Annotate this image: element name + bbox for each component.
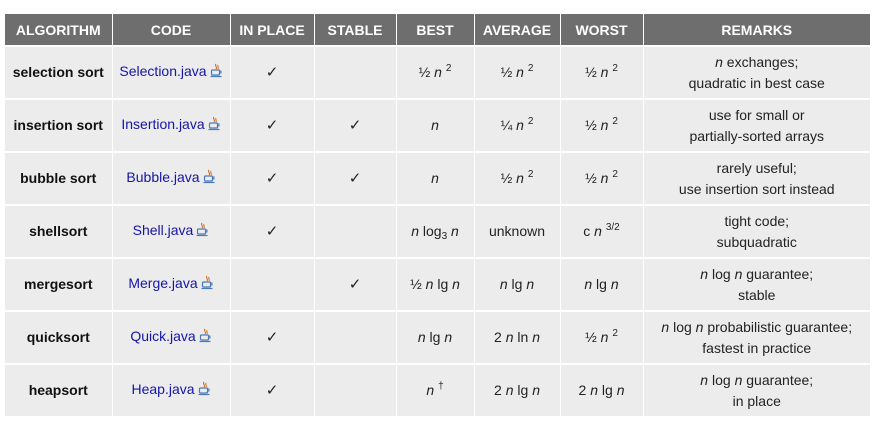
remarks: tight code; subquadratic [643, 204, 870, 258]
table-row: quicksort Quick.java ✓ n lg n 2 n ln n ½… [5, 310, 870, 364]
table-row: shellsort Shell.java ✓ n log3 n unknown … [5, 204, 870, 258]
code-link[interactable]: Insertion.java [112, 98, 231, 152]
average-case: ½ n 2 [474, 151, 561, 205]
best-case: n lg n [396, 310, 475, 364]
stable-check: ✓ [314, 98, 397, 152]
code-link[interactable]: Selection.java [112, 45, 231, 99]
table-row: heapsort Heap.java ✓ n † 2 n lg n 2 n lg… [5, 363, 870, 416]
in-place-check: ✓ [230, 151, 315, 205]
table-row: mergesort Merge.java ✓ ½ n lg n n lg n n… [5, 257, 870, 311]
code-link[interactable]: Shell.java [112, 204, 231, 258]
java-cup-icon [198, 381, 211, 402]
best-case: n † [396, 363, 475, 416]
header-worst: WORST [560, 14, 644, 46]
sorting-algorithms-table: ALGORITHM CODE IN PLACE STABLE BEST AVER… [5, 14, 870, 416]
stable-check: ✓ [314, 257, 397, 311]
stable-check [314, 204, 397, 258]
header-row: ALGORITHM CODE IN PLACE STABLE BEST AVER… [5, 14, 870, 46]
remarks: n log n probabilistic guarantee; fastest … [643, 310, 870, 364]
best-case: n log3 n [396, 204, 475, 258]
header-best: BEST [396, 14, 475, 46]
header-in-place: IN PLACE [230, 14, 315, 46]
worst-case: c n 3/2 [560, 204, 644, 258]
in-place-check: ✓ [230, 363, 315, 416]
remarks: n log n guarantee; stable [643, 257, 870, 311]
java-cup-icon [199, 328, 212, 349]
algorithm-name: quicksort [5, 310, 113, 364]
average-case: n lg n [474, 257, 561, 311]
header-average: AVERAGE [474, 14, 561, 46]
code-link-label[interactable]: Insertion.java [121, 116, 205, 132]
stable-check [314, 363, 397, 416]
code-link[interactable]: Heap.java [112, 363, 231, 416]
code-link[interactable]: Quick.java [112, 310, 231, 364]
average-case: unknown [474, 204, 561, 258]
best-case: ½ n 2 [396, 45, 475, 99]
algorithm-name: selection sort [5, 45, 113, 99]
table-row: selection sort Selection.java ✓ ½ n 2 ½ … [5, 45, 870, 99]
code-link-label[interactable]: Heap.java [131, 381, 195, 397]
in-place-check: ✓ [230, 45, 315, 99]
header-stable: STABLE [314, 14, 397, 46]
in-place-check: ✓ [230, 204, 315, 258]
header-remarks: REMARKS [643, 14, 870, 46]
code-link-label[interactable]: Shell.java [132, 222, 194, 238]
algorithm-name: heapsort [5, 363, 113, 416]
table-row: bubble sort Bubble.java ✓ ✓ n ½ n 2 ½ n … [5, 151, 870, 205]
best-case: n [396, 151, 475, 205]
average-case: 2 n ln n [474, 310, 561, 364]
header-code: CODE [112, 14, 231, 46]
best-case: n [396, 98, 475, 152]
java-cup-icon [201, 275, 214, 296]
worst-case: 2 n lg n [560, 363, 644, 416]
code-link-label[interactable]: Bubble.java [126, 169, 200, 185]
average-case: 2 n lg n [474, 363, 561, 416]
average-case: ¼ n 2 [474, 98, 561, 152]
in-place-check: ✓ [230, 98, 315, 152]
best-case: ½ n lg n [396, 257, 475, 311]
worst-case: ½ n 2 [560, 45, 644, 99]
in-place-check: ✓ [230, 310, 315, 364]
algorithm-name: mergesort [5, 257, 113, 311]
java-cup-icon [208, 116, 221, 137]
code-link[interactable]: Merge.java [112, 257, 231, 311]
code-link-label[interactable]: Merge.java [128, 275, 198, 291]
code-link[interactable]: Bubble.java [112, 151, 231, 205]
code-link-label[interactable]: Quick.java [130, 328, 196, 344]
stable-check [314, 310, 397, 364]
code-link-label[interactable]: Selection.java [119, 63, 207, 79]
remarks: rarely useful; use insertion sort instead [643, 151, 870, 205]
worst-case: ½ n 2 [560, 98, 644, 152]
java-cup-icon [210, 63, 223, 84]
algorithm-name: bubble sort [5, 151, 113, 205]
java-cup-icon [196, 222, 209, 243]
remarks: use for small or partially-sorted arrays [643, 98, 870, 152]
in-place-check [230, 257, 315, 311]
algorithm-name: shellsort [5, 204, 113, 258]
header-algorithm: ALGORITHM [5, 14, 113, 46]
average-case: ½ n 2 [474, 45, 561, 99]
table-row: insertion sort Insertion.java ✓ ✓ n ¼ n … [5, 98, 870, 152]
remarks: n log n guarantee; in place [643, 363, 870, 416]
java-cup-icon [203, 169, 216, 190]
stable-check [314, 45, 397, 99]
table-container: ALGORITHM CODE IN PLACE STABLE BEST AVER… [5, 14, 870, 416]
remarks: n exchanges; quadratic in best case [643, 45, 870, 99]
algorithm-name: insertion sort [5, 98, 113, 152]
worst-case: ½ n 2 [560, 151, 644, 205]
worst-case: ½ n 2 [560, 310, 644, 364]
stable-check: ✓ [314, 151, 397, 205]
worst-case: n lg n [560, 257, 644, 311]
